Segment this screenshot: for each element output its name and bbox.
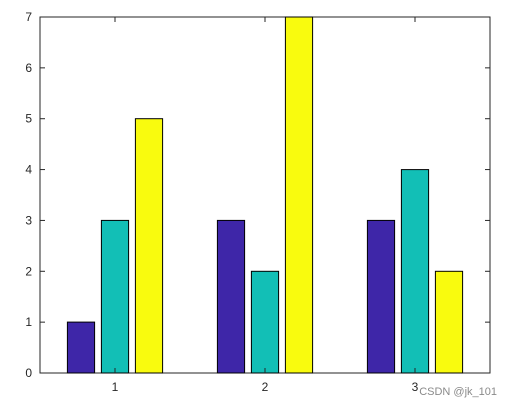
x-axis: 1 2 3 (112, 17, 419, 394)
bar-cat2-series3 (284, 16, 314, 374)
y-axis: 0 1 2 3 4 5 6 7 (25, 10, 490, 380)
x-tick-label: 3 (412, 380, 419, 394)
bar-cat3-series1 (366, 219, 396, 374)
watermark-text: CSDN @jk_101 (419, 386, 497, 398)
y-tick-label: 3 (25, 213, 32, 227)
bar-cat3-series2 (400, 169, 430, 374)
bar-cat1-series1 (66, 321, 96, 374)
bar-cat1-series3 (134, 118, 164, 374)
bar-cat2-series1 (216, 219, 246, 374)
y-tick-label: 0 (25, 366, 32, 380)
bars-group (66, 16, 464, 374)
y-tick-label: 7 (25, 10, 32, 24)
y-tick-label: 2 (25, 264, 32, 278)
bar-cat3-series3 (434, 270, 464, 374)
x-tick-label: 2 (262, 380, 269, 394)
y-tick-label: 6 (25, 61, 32, 75)
bar-cat2-series2 (250, 270, 280, 374)
y-tick-label: 4 (25, 163, 32, 177)
y-tick-label: 5 (25, 112, 32, 126)
y-tick-label: 1 (25, 315, 32, 329)
x-tick-label: 1 (112, 380, 119, 394)
bar-cat1-series2 (100, 219, 130, 374)
